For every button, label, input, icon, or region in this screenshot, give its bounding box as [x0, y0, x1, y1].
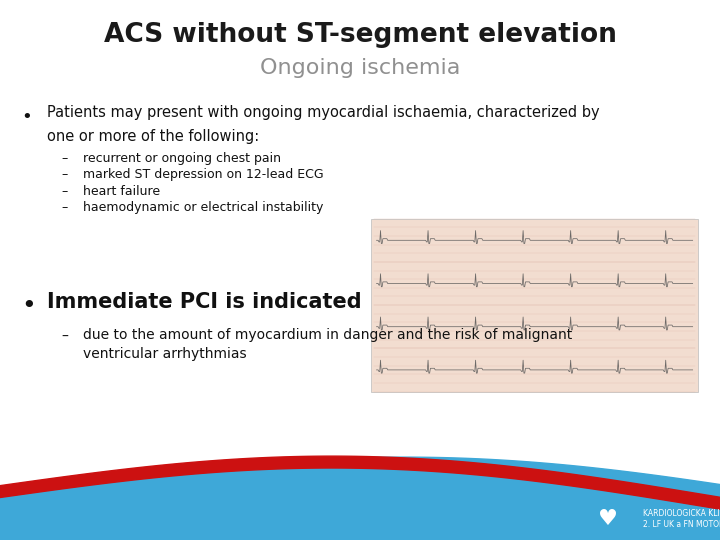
Text: –: –: [61, 152, 68, 165]
Text: Immediate PCI is indicated: Immediate PCI is indicated: [47, 292, 361, 312]
Text: Patients may present with ongoing myocardial ischaemia, characterized by: Patients may present with ongoing myocar…: [47, 105, 600, 120]
Text: heart failure: heart failure: [83, 185, 160, 198]
Text: marked ST depression on 12-lead ECG: marked ST depression on 12-lead ECG: [83, 168, 323, 181]
Text: 2. LF UK a FN MOTOL: 2. LF UK a FN MOTOL: [643, 521, 720, 529]
Text: recurrent or ongoing chest pain: recurrent or ongoing chest pain: [83, 152, 281, 165]
Text: –: –: [61, 168, 68, 181]
Text: ♥: ♥: [598, 509, 618, 530]
Text: due to the amount of myocardium in danger and the risk of malignant: due to the amount of myocardium in dange…: [83, 328, 572, 342]
Text: ACS without ST-segment elevation: ACS without ST-segment elevation: [104, 22, 616, 48]
Text: KARDIOLOGICKA KLINKA: KARDIOLOGICKA KLINKA: [643, 509, 720, 517]
Text: Ongoing ischemia: Ongoing ischemia: [260, 57, 460, 78]
Text: ventricular arrhythmias: ventricular arrhythmias: [83, 347, 246, 361]
Text: –: –: [61, 201, 68, 214]
Bar: [371, 219, 698, 392]
Text: •: •: [22, 294, 36, 318]
Text: •: •: [22, 108, 32, 126]
Text: –: –: [61, 329, 68, 343]
Text: haemodynamic or electrical instability: haemodynamic or electrical instability: [83, 201, 323, 214]
Text: one or more of the following:: one or more of the following:: [47, 129, 259, 144]
Text: –: –: [61, 185, 68, 198]
